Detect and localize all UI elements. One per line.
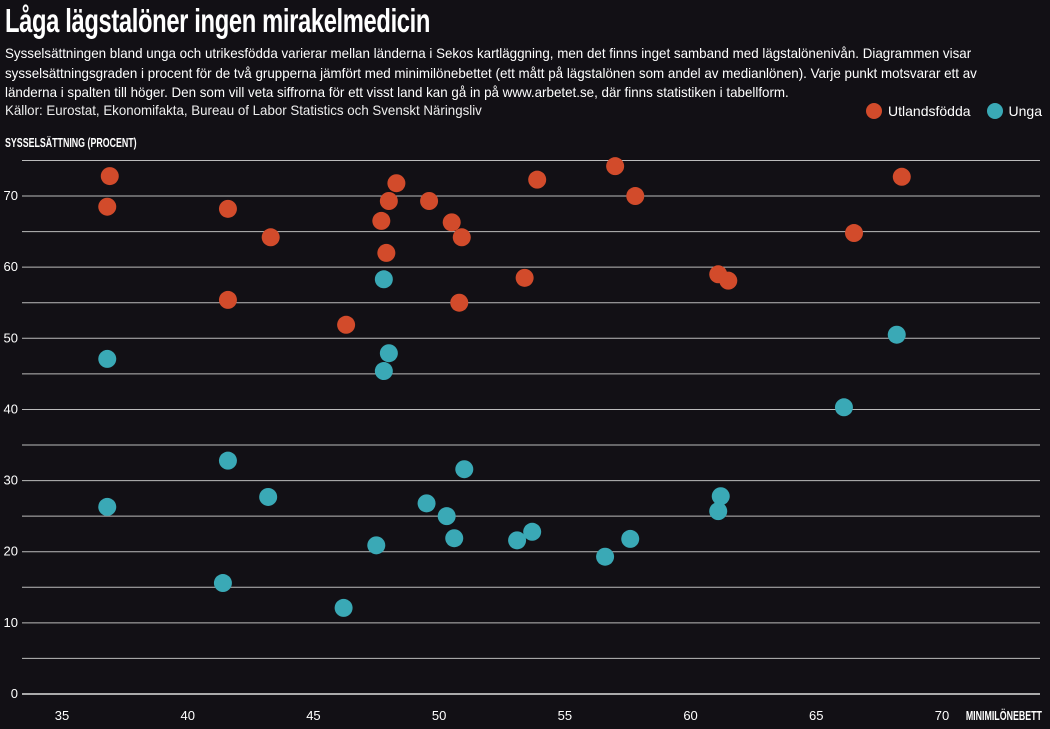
x-axis-label: MINIMILÖNEBETT bbox=[965, 708, 1042, 723]
point-unga bbox=[711, 487, 730, 506]
y-tick-label: 70 bbox=[4, 188, 18, 203]
point-utlandsfodda bbox=[379, 191, 398, 210]
x-tick-label: 60 bbox=[683, 708, 697, 723]
point-unga bbox=[523, 522, 542, 541]
point-unga bbox=[596, 547, 615, 566]
y-tick-label: 10 bbox=[4, 615, 18, 630]
point-utlandsfodda bbox=[892, 167, 911, 186]
y-tick-label: 30 bbox=[4, 473, 18, 488]
point-unga bbox=[259, 487, 278, 506]
x-tick-label: 50 bbox=[432, 708, 446, 723]
point-utlandsfodda bbox=[420, 191, 439, 210]
x-tick-label: 70 bbox=[935, 708, 949, 723]
point-unga bbox=[213, 574, 232, 593]
legend-dot-utlandsfodda bbox=[866, 103, 883, 119]
point-utlandsfodda bbox=[372, 211, 391, 230]
point-unga bbox=[374, 362, 393, 381]
point-utlandsfodda bbox=[98, 197, 117, 216]
y-tick-label: 20 bbox=[4, 544, 18, 559]
point-utlandsfodda bbox=[719, 271, 738, 290]
legend-label-utlandsfodda: Utlandsfödda bbox=[888, 103, 971, 119]
y-tick-label: 50 bbox=[4, 330, 18, 345]
point-unga bbox=[709, 502, 728, 521]
y-tick-label: 40 bbox=[4, 401, 18, 416]
legend-label-unga: Unga bbox=[1008, 103, 1042, 119]
point-unga bbox=[834, 398, 853, 417]
page-title: Låga lägstalöner ingen mirakelmedicin bbox=[5, 2, 431, 39]
point-unga bbox=[374, 270, 393, 289]
y-tick-label: 60 bbox=[4, 259, 18, 274]
point-utlandsfodda bbox=[442, 213, 461, 232]
point-utlandsfodda bbox=[377, 243, 396, 262]
point-utlandsfodda bbox=[100, 167, 119, 186]
point-utlandsfodda bbox=[606, 157, 625, 176]
point-unga bbox=[218, 451, 237, 470]
point-unga bbox=[98, 497, 117, 516]
legend-dot-unga bbox=[986, 103, 1003, 119]
source-note: Källor: Eurostat, Ekonomifakta, Bureau o… bbox=[5, 102, 482, 118]
x-tick-label: 45 bbox=[306, 708, 320, 723]
point-utlandsfodda bbox=[218, 199, 237, 218]
point-unga bbox=[445, 529, 464, 548]
x-tick-label: 55 bbox=[558, 708, 572, 723]
x-tick-label: 65 bbox=[809, 708, 823, 723]
point-utlandsfodda bbox=[515, 268, 534, 287]
point-unga bbox=[621, 529, 640, 548]
point-utlandsfodda bbox=[528, 170, 547, 189]
x-tick-label: 35 bbox=[55, 708, 69, 723]
point-utlandsfodda bbox=[387, 174, 406, 193]
legend: Utlandsfödda Unga bbox=[866, 103, 1042, 119]
point-utlandsfodda bbox=[450, 293, 469, 312]
point-unga bbox=[334, 598, 353, 617]
point-unga bbox=[367, 536, 386, 555]
point-unga bbox=[455, 460, 474, 479]
point-utlandsfodda bbox=[626, 187, 645, 206]
point-unga bbox=[417, 494, 436, 513]
description: Sysselsättningen bland unga och utrikesf… bbox=[5, 45, 977, 100]
point-utlandsfodda bbox=[845, 224, 864, 243]
point-utlandsfodda bbox=[452, 228, 471, 247]
point-unga bbox=[437, 507, 456, 526]
y-tick-label: 0 bbox=[11, 686, 18, 701]
point-unga bbox=[508, 531, 527, 550]
point-utlandsfodda bbox=[337, 315, 356, 334]
y-axis-label: SYSSELSÄTTNING (PROCENT) bbox=[5, 135, 137, 150]
point-unga bbox=[887, 325, 906, 344]
point-unga bbox=[379, 344, 398, 363]
x-tick-label: 40 bbox=[180, 708, 194, 723]
point-unga bbox=[98, 349, 117, 368]
point-utlandsfodda bbox=[218, 290, 237, 309]
point-utlandsfodda bbox=[261, 228, 280, 247]
